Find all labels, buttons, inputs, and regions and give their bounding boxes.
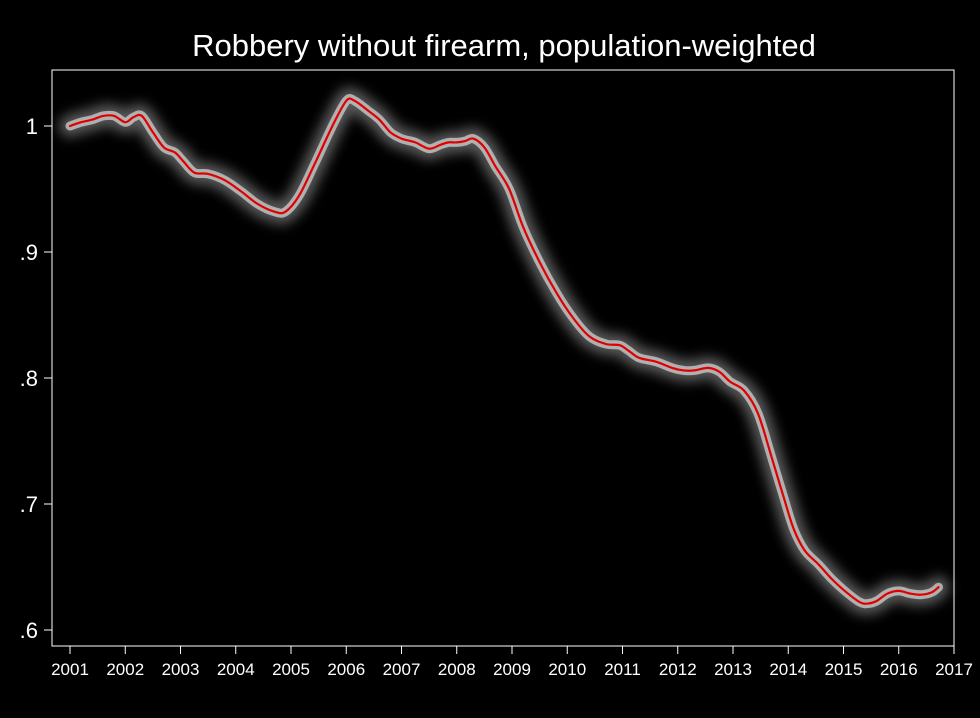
x-tick-label: 2016 <box>880 660 918 679</box>
x-tick-label: 2003 <box>162 660 200 679</box>
x-tick-label: 2008 <box>438 660 476 679</box>
x-tick-label: 2011 <box>604 660 641 679</box>
x-tick-label: 2014 <box>769 660 807 679</box>
x-tick-label: 2005 <box>272 660 310 679</box>
y-tick-label: .8 <box>20 366 38 391</box>
x-tick-label: 2012 <box>659 660 697 679</box>
x-tick-label: 2001 <box>51 660 89 679</box>
y-axis: .6 .7 .8 .9 1 <box>20 114 52 643</box>
series-line <box>68 97 940 605</box>
y-tick-label: .7 <box>20 492 38 517</box>
y-tick-label: .6 <box>20 618 38 643</box>
plot-frame <box>51 69 955 647</box>
x-tick-label: 2013 <box>714 660 752 679</box>
y-tick-label: .9 <box>20 240 38 265</box>
chart-title: Robbery without firearm, population-weig… <box>192 28 816 63</box>
x-tick-label: 2007 <box>383 660 421 679</box>
x-tick-label: 2009 <box>493 660 531 679</box>
x-tick-label: 2017 <box>935 660 973 679</box>
x-tick-label: 2002 <box>106 660 144 679</box>
x-tick-label: 2006 <box>327 660 365 679</box>
x-axis: 2001 2002 2003 2004 2005 2006 2007 2008 2009 2010… <box>51 646 973 679</box>
x-tick-label: 2004 <box>217 660 255 679</box>
x-tick-label: 2010 <box>548 660 586 679</box>
y-tick-label: 1 <box>26 114 38 139</box>
series-layer <box>59 87 950 615</box>
x-tick-label: 2015 <box>825 660 863 679</box>
